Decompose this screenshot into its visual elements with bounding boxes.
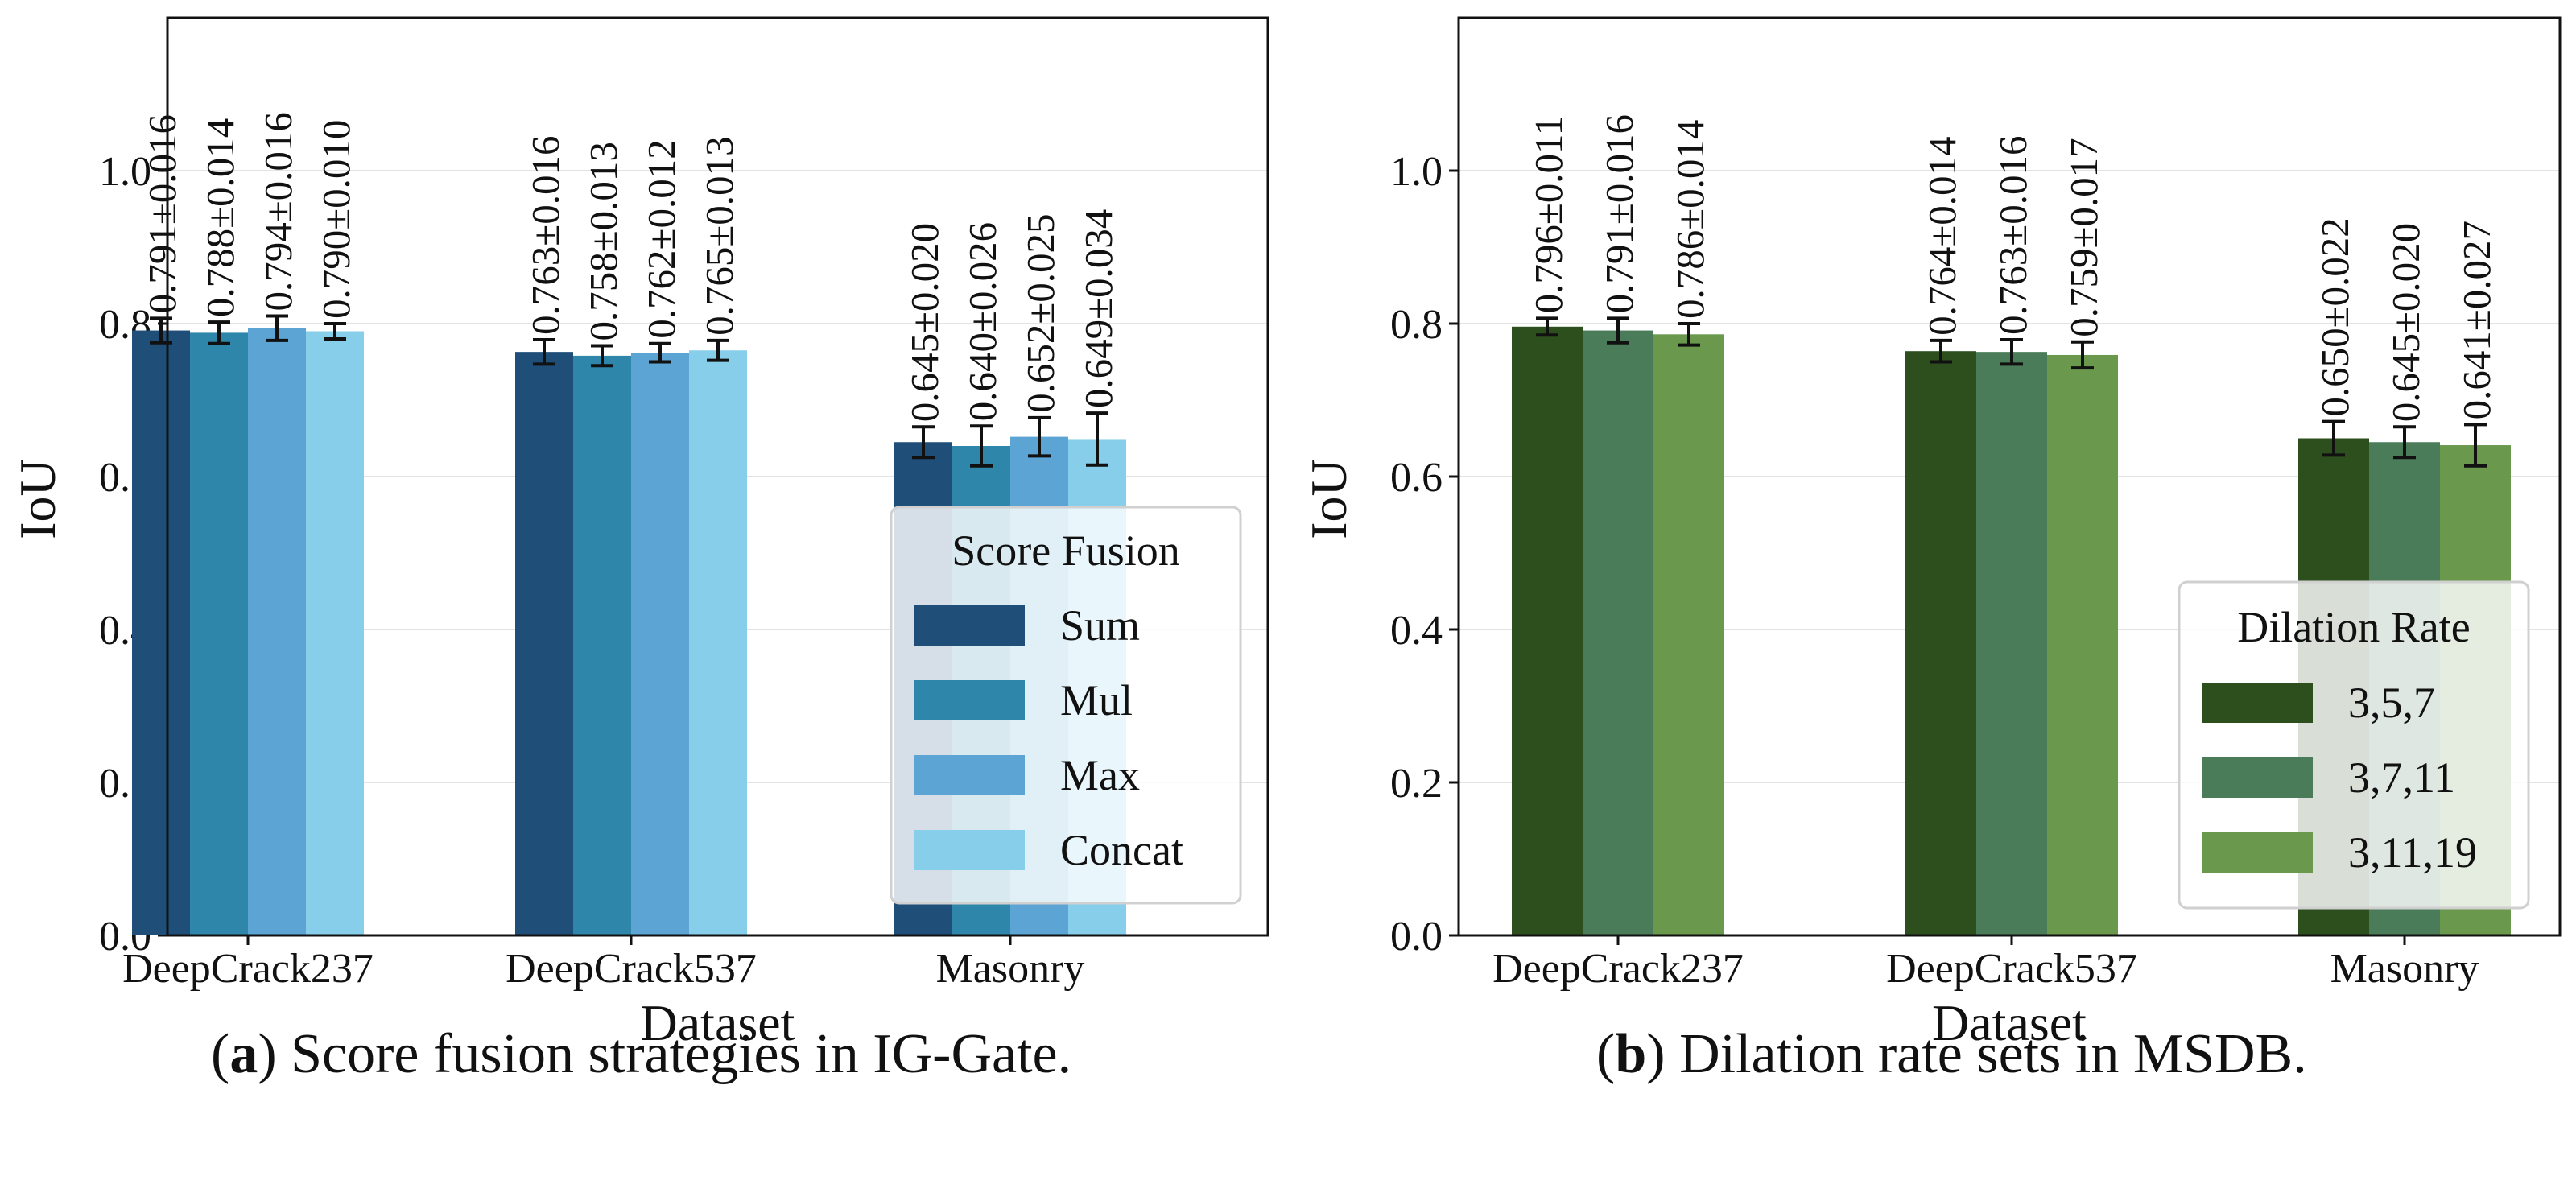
bar: [1653, 334, 1724, 935]
legend-swatch: [2202, 683, 2313, 723]
bar: [689, 350, 747, 935]
x-tick-label: DeepCrack537: [1886, 946, 2137, 992]
legend-box: [2178, 580, 2530, 910]
legend-label: 3,5,7: [2348, 679, 2435, 727]
legend-label: 3,11,19: [2348, 828, 2477, 877]
legend-swatch: [2202, 832, 2313, 873]
bar: [1905, 351, 1976, 935]
x-tick-label: Masonry: [2330, 946, 2479, 992]
x-tick-label: DeepCrack537: [506, 946, 757, 992]
data-label: 0.650±0.022: [2313, 217, 2357, 416]
y-tick-label: 0.4: [1390, 608, 1443, 654]
bar: [1583, 330, 1653, 935]
x-tick-label: DeepCrack237: [122, 946, 374, 992]
bar: [1976, 352, 2047, 935]
data-label: 0.790±0.010: [314, 120, 358, 319]
bar: [631, 353, 689, 936]
x-axis-title: Dataset: [641, 994, 795, 1051]
bar: [573, 355, 631, 935]
bar: [132, 330, 190, 935]
legend-swatch: [914, 830, 1025, 870]
bar: [2047, 354, 2118, 935]
chart-score-fusion: 0.00.20.40.60.81.00.791±0.016 0.763±0.016…: [9, 16, 1269, 1051]
data-label: 0.759±0.017: [2062, 138, 2106, 336]
x-tick-label: DeepCrack237: [1492, 946, 1744, 992]
data-label: 0.645±0.020: [902, 223, 947, 422]
bar: [515, 352, 573, 935]
data-label: 0.794±0.016: [256, 112, 300, 311]
legend-label: Mul: [1060, 676, 1133, 724]
data-label: 0.763±0.016: [1991, 136, 2035, 335]
data-label: 0.645±0.020: [2384, 223, 2428, 422]
data-label: 0.641±0.027: [2454, 221, 2499, 419]
bar: [248, 328, 306, 935]
bar: [306, 331, 364, 935]
legend-swatch: [2202, 757, 2313, 798]
legend-swatch: [914, 680, 1025, 720]
data-label: 0.765±0.013: [697, 136, 741, 335]
data-label: 0.640±0.026: [960, 222, 1005, 421]
data-label: 0.788±0.014: [198, 118, 242, 317]
data-label: 0.649±0.034: [1076, 209, 1121, 408]
caption-a: (a) Score fusion strategies in IG-Gate.: [211, 1023, 1072, 1085]
y-tick-label: 0.0: [1390, 914, 1443, 960]
chart-dilation-rate: 0.0 0.2 0.4 0.6 0.8 1.0 0.796±0.011 0.764±0.014…: [1300, 16, 2562, 1051]
bar: [1512, 326, 1583, 935]
y-tick-label: 1.0: [99, 149, 151, 195]
legend-label: Max: [1060, 751, 1140, 799]
data-label: 0.762±0.012: [639, 139, 683, 338]
caption-b: (b) Dilation rate sets in MSDB.: [1596, 1023, 2307, 1085]
caption-a-label: a: [229, 1023, 258, 1085]
y-tick-label: 0.6: [1390, 455, 1443, 501]
caption-b-label: b: [1615, 1023, 1647, 1085]
legend-label: 3,7,11: [2348, 753, 2455, 802]
y-tick-label: 0.8: [1390, 302, 1443, 348]
legend-title: Score Fusion: [952, 526, 1180, 575]
data-label: 0.764±0.014: [1920, 136, 1964, 335]
y-tick-label: 1.0: [1390, 149, 1443, 195]
y-tick-label: 0.2: [1390, 761, 1443, 807]
legend-label: Concat: [1060, 826, 1183, 874]
legend-label: Sum: [1060, 601, 1140, 650]
caption-a-text: Score fusion strategies in IG-Gate.: [291, 1023, 1072, 1085]
x-axis-title: Dataset: [1932, 994, 2087, 1051]
data-label: 0.758±0.013: [581, 142, 625, 341]
data-label: 0.791±0.016: [1597, 114, 1641, 313]
legend-swatch: [914, 755, 1025, 795]
y-axis-title: IoU: [1300, 459, 1357, 539]
caption-b-text: Dilation rate sets in MSDB.: [1679, 1023, 2307, 1085]
legend-title: Dilation Rate: [2237, 603, 2470, 651]
axes-frame: [1457, 16, 2562, 937]
legend-swatch: [914, 605, 1025, 646]
bar: [190, 332, 248, 935]
y-axis-title: IoU: [9, 459, 66, 539]
data-label: 0.652±0.025: [1018, 213, 1063, 412]
data-label: 0.763±0.016: [523, 136, 568, 335]
axes-frame: [166, 16, 1269, 937]
x-tick-label: Masonry: [936, 946, 1085, 992]
data-label: 0.791±0.016: [140, 114, 184, 313]
data-label: 0.796±0.011: [1526, 116, 1571, 314]
data-label: 0.786±0.014: [1668, 120, 1712, 319]
